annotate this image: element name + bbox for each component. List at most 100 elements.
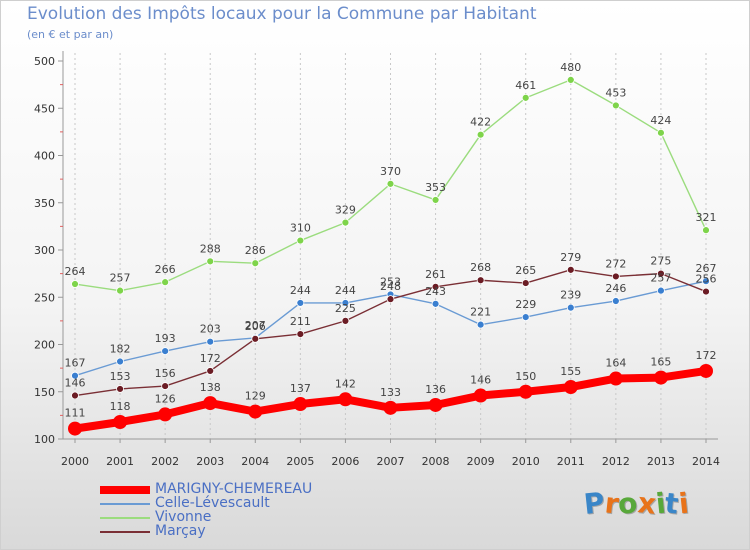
data-label-celle-levescault-2007: 253 bbox=[380, 275, 401, 288]
data-label-marcay-2011: 279 bbox=[560, 251, 581, 264]
point-marcay-2012 bbox=[611, 272, 620, 281]
data-label-vivonne-2013: 424 bbox=[650, 114, 671, 127]
point-marcay-2011 bbox=[566, 265, 575, 274]
point-vivonne-2005 bbox=[296, 236, 305, 245]
data-label-vivonne-2008: 353 bbox=[425, 181, 446, 194]
x-tick-label-2007: 2007 bbox=[377, 455, 405, 468]
x-tick-label-2000: 2000 bbox=[61, 455, 89, 468]
point-celle-levescault-2002 bbox=[161, 347, 170, 356]
data-label-vivonne-2001: 257 bbox=[110, 272, 131, 285]
data-label-celle-levescault-2012: 246 bbox=[605, 282, 626, 295]
data-label-marcay-2010: 265 bbox=[515, 264, 536, 277]
point-celle-levescault-2005 bbox=[296, 299, 305, 307]
point-marigny-chemereau-2013 bbox=[653, 370, 668, 385]
data-label-vivonne-2004: 286 bbox=[245, 244, 266, 257]
x-tick-label-2014: 2014 bbox=[692, 455, 720, 468]
data-label-celle-levescault-2000: 167 bbox=[65, 357, 86, 370]
data-label-celle-levescault-2009: 221 bbox=[470, 306, 491, 319]
data-label-marigny-chemereau-2011: 155 bbox=[560, 365, 581, 378]
point-marigny-chemereau-2012 bbox=[608, 371, 623, 386]
y-tick-label-250: 250 bbox=[34, 291, 55, 304]
data-label-vivonne-2007: 370 bbox=[380, 165, 401, 178]
point-marigny-chemereau-2011 bbox=[563, 380, 578, 395]
legend-item-celle-levescault: Celle-Lévescault bbox=[100, 495, 380, 511]
y-tick-label-400: 400 bbox=[34, 150, 55, 163]
point-celle-levescault-2008 bbox=[431, 299, 440, 308]
point-marcay-2005 bbox=[296, 330, 305, 339]
point-marcay-2010 bbox=[521, 279, 530, 287]
point-celle-levescault-2001 bbox=[116, 357, 124, 366]
point-celle-levescault-2006 bbox=[341, 299, 350, 307]
point-vivonne-2001 bbox=[116, 286, 124, 295]
x-tick-label-2002: 2002 bbox=[151, 455, 179, 468]
data-label-marigny-chemereau-2012: 164 bbox=[605, 357, 626, 370]
y-tick-label-150: 150 bbox=[34, 386, 55, 399]
x-tick-label-2008: 2008 bbox=[422, 455, 450, 468]
point-marcay-2014 bbox=[702, 287, 710, 296]
data-label-vivonne-2006: 329 bbox=[335, 204, 356, 217]
data-label-marigny-chemereau-2005: 137 bbox=[290, 382, 311, 395]
data-label-vivonne-2012: 453 bbox=[605, 86, 626, 99]
point-celle-levescault-2014 bbox=[702, 277, 710, 286]
series-vivonne bbox=[71, 76, 710, 295]
legend-item-marcay: Marçay bbox=[100, 523, 380, 539]
data-label-marigny-chemereau-2004: 129 bbox=[245, 390, 266, 403]
data-label-vivonne-2014: 321 bbox=[696, 211, 717, 224]
point-marigny-chemereau-2004 bbox=[248, 404, 263, 419]
legend-item-marigny-chemereau: MARIGNY-CHEMEREAU bbox=[100, 481, 380, 497]
legend-label-vivonne: Vivonne bbox=[155, 509, 212, 525]
x-tick-label-2003: 2003 bbox=[196, 455, 224, 468]
point-vivonne-2008 bbox=[431, 196, 440, 204]
data-label-marcay-2005: 211 bbox=[290, 315, 311, 328]
point-vivonne-2004 bbox=[251, 259, 260, 268]
legend-item-vivonne: Vivonne bbox=[100, 509, 380, 525]
point-vivonne-2003 bbox=[206, 257, 215, 266]
y-tick-label-350: 350 bbox=[34, 197, 55, 210]
data-label-vivonne-2000: 264 bbox=[65, 265, 86, 278]
point-marcay-2007 bbox=[386, 295, 395, 304]
series-celle-levescault bbox=[71, 277, 710, 380]
data-label-marigny-chemereau-2014: 172 bbox=[696, 349, 717, 362]
point-celle-levescault-2013 bbox=[657, 286, 665, 295]
x-tick-label-2009: 2009 bbox=[467, 455, 495, 468]
data-label-marcay-2009: 268 bbox=[470, 261, 491, 274]
point-marigny-chemereau-2003 bbox=[203, 396, 218, 411]
legend-swatch-vivonne bbox=[100, 517, 150, 519]
data-label-marigny-chemereau-2007: 133 bbox=[380, 386, 401, 399]
point-celle-levescault-2003 bbox=[206, 337, 215, 346]
data-label-marigny-chemereau-2002: 126 bbox=[155, 392, 176, 405]
data-label-celle-levescault-2006: 244 bbox=[335, 284, 356, 297]
data-label-marigny-chemereau-2006: 142 bbox=[335, 377, 356, 390]
point-celle-levescault-2011 bbox=[566, 303, 575, 312]
data-label-marcay-2003: 172 bbox=[200, 352, 221, 365]
axis-layer: 100 150 200 250 300 350 400 450 500 2000 2001 2002 2… bbox=[34, 51, 720, 468]
x-tick-label-2006: 2006 bbox=[331, 455, 359, 468]
legend-swatch-celle-levescault bbox=[100, 503, 150, 505]
data-label-marigny-chemereau-2010: 150 bbox=[515, 370, 536, 383]
point-marcay-2004 bbox=[251, 334, 260, 343]
point-marigny-chemereau-2006 bbox=[338, 392, 353, 407]
point-marcay-2009 bbox=[476, 276, 485, 285]
data-label-layer: 167 182 193 203 207 244 244 253 243 221 229 239 246 2… bbox=[65, 61, 717, 420]
data-label-marcay-2006: 225 bbox=[335, 302, 356, 315]
point-celle-levescault-2012 bbox=[611, 297, 620, 305]
x-tick-label-2011: 2011 bbox=[557, 455, 585, 468]
chart-title: Evolution des Impôts locaux pour la Comm… bbox=[27, 4, 537, 24]
series-marcay bbox=[71, 265, 710, 400]
data-label-marigny-chemereau-2000: 111 bbox=[65, 407, 86, 420]
data-label-marcay-2008: 261 bbox=[425, 268, 446, 281]
y-tick-label-450: 450 bbox=[34, 102, 55, 115]
y-tick-label-500: 500 bbox=[34, 55, 55, 68]
legend-label-marcay: Marçay bbox=[155, 523, 206, 539]
point-marcay-2013 bbox=[657, 269, 665, 278]
data-label-marcay-2002: 156 bbox=[155, 367, 176, 380]
point-marigny-chemereau-2009 bbox=[473, 388, 488, 403]
series-marigny-chemereau bbox=[68, 363, 713, 436]
x-tick-label-2004: 2004 bbox=[241, 455, 269, 468]
legend-swatch-marcay bbox=[100, 531, 150, 533]
data-label-celle-levescault-2001: 182 bbox=[110, 343, 131, 356]
point-marcay-2006 bbox=[341, 316, 350, 325]
data-label-vivonne-2003: 288 bbox=[200, 242, 221, 255]
logo-letter: i bbox=[676, 486, 690, 521]
